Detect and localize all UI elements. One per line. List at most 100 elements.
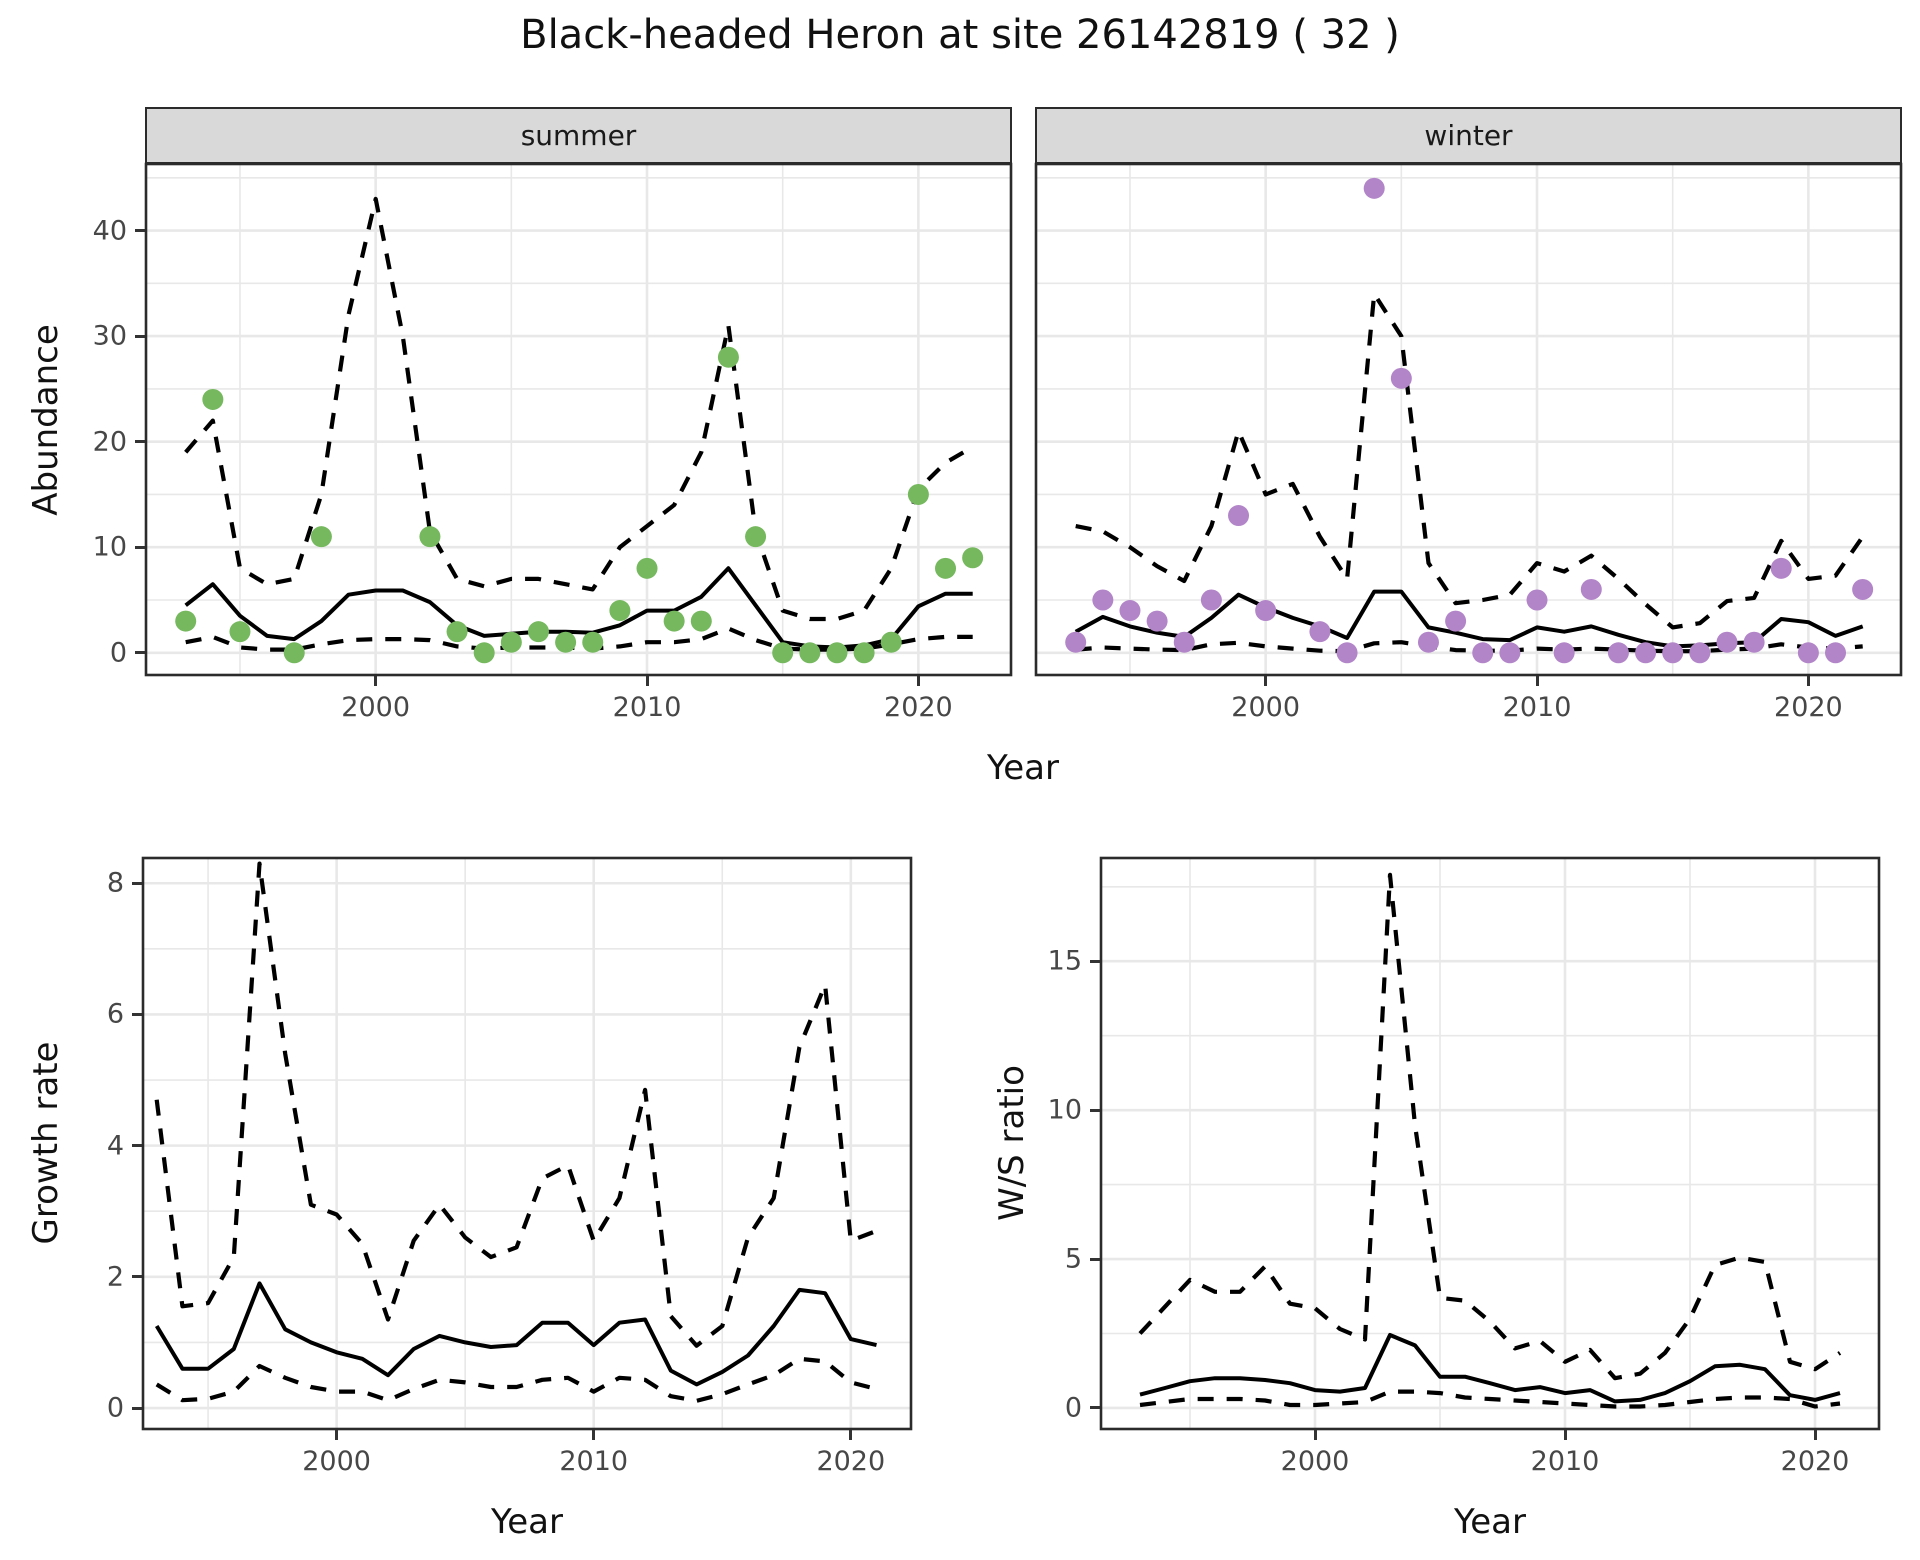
- y-tick-mark: [1090, 1406, 1100, 1410]
- x-tick-label: 2010: [612, 692, 682, 723]
- data-point-abundance-winter: [1445, 610, 1467, 632]
- y-tick-mark: [132, 1144, 142, 1148]
- lower-ci-line-growth-rate: [155, 1356, 878, 1403]
- y-tick-mark: [135, 651, 145, 655]
- x-tick-mark: [592, 1430, 596, 1440]
- lower-ci-line-abundance-winter: [1075, 640, 1863, 654]
- data-point-abundance-winter: [1580, 578, 1602, 600]
- data-point-abundance-winter: [1200, 589, 1222, 611]
- y-tick-label: 2: [106, 1261, 124, 1293]
- x-tick-mark: [374, 676, 378, 686]
- data-point-abundance-summer: [799, 642, 821, 664]
- y-tick-mark: [135, 334, 145, 338]
- y-tick-mark: [132, 881, 142, 885]
- y-tick-mark: [135, 545, 145, 549]
- x-tick-label: 2020: [1780, 1446, 1850, 1477]
- fit-line-ws-ratio: [1139, 1333, 1841, 1404]
- data-point-abundance-winter: [1228, 505, 1250, 527]
- data-point-abundance-summer: [473, 642, 495, 664]
- data-point-abundance-summer: [582, 631, 604, 653]
- ws-ratio-plot: [1099, 856, 1881, 1431]
- data-point-abundance-summer: [609, 600, 631, 622]
- x-tick-label: 2000: [302, 1446, 371, 1477]
- data-point-abundance-summer: [772, 642, 794, 664]
- facet-strip-summer: summer: [145, 107, 1012, 164]
- x-tick-label: 2010: [559, 1446, 629, 1477]
- x-tick-mark: [1264, 676, 1268, 686]
- x-axis-title-ws: Year: [1454, 1502, 1526, 1542]
- data-point-abundance-summer: [745, 526, 767, 548]
- x-axis-title-top: Year: [987, 748, 1059, 788]
- upper-ci-line-growth-rate: [154, 861, 878, 1348]
- y-tick-mark: [135, 440, 145, 444]
- y-tick-label: 30: [92, 320, 127, 352]
- data-point-abundance-summer: [555, 631, 577, 653]
- upper-ci-line-abundance-winter: [1075, 291, 1865, 630]
- data-point-abundance-winter: [1743, 631, 1765, 653]
- data-point-abundance-winter: [1309, 621, 1331, 643]
- fit-line-abundance-summer: [184, 566, 973, 650]
- chart-title: Black-headed Heron at site 26142819 ( 32…: [520, 12, 1400, 58]
- y-tick-label: 6: [106, 998, 124, 1030]
- x-tick-label: 2000: [1280, 1446, 1350, 1477]
- fit-line-growth-rate: [154, 1281, 877, 1387]
- data-point-abundance-summer: [446, 621, 468, 643]
- data-point-abundance-summer: [500, 631, 522, 653]
- y-tick-mark: [132, 1406, 142, 1410]
- data-point-abundance-winter: [1825, 642, 1847, 664]
- data-point-abundance-summer: [962, 547, 984, 569]
- data-point-abundance-summer: [935, 557, 957, 579]
- y-tick-label: 10: [1047, 1094, 1082, 1126]
- data-point-abundance-winter: [1635, 642, 1657, 664]
- data-point-abundance-summer: [175, 610, 197, 632]
- y-tick-label: 0: [1064, 1392, 1082, 1424]
- y-axis-title-ws-ratio: W/S ratio: [992, 1065, 1032, 1221]
- data-point-abundance-winter: [1526, 589, 1548, 611]
- data-point-abundance-winter: [1472, 642, 1494, 664]
- data-point-abundance-summer: [853, 642, 875, 664]
- data-point-abundance-summer: [310, 526, 332, 548]
- x-tick-label: 2000: [341, 692, 411, 723]
- panel-border: [144, 162, 1013, 677]
- x-tick-label: 2010: [1502, 692, 1572, 723]
- x-axis-title-growth: Year: [491, 1502, 563, 1542]
- panel-border: [1099, 856, 1881, 1431]
- data-point-abundance-summer: [663, 610, 685, 632]
- data-point-abundance-winter: [1173, 631, 1195, 653]
- facet-strip-winter: winter: [1035, 107, 1902, 164]
- data-point-abundance-winter: [1499, 642, 1521, 664]
- y-tick-label: 15: [1047, 945, 1082, 977]
- y-axis-title-abundance: Abundance: [26, 324, 66, 516]
- x-tick-mark: [1535, 676, 1539, 686]
- data-point-abundance-summer: [690, 610, 712, 632]
- y-tick-label: 20: [92, 426, 127, 458]
- upper-ci-line-abundance-summer: [184, 196, 974, 622]
- data-point-abundance-winter: [1119, 600, 1141, 622]
- facet-strip-winter-label: winter: [1424, 119, 1513, 152]
- y-tick-mark: [1090, 1108, 1100, 1112]
- lower-ci-line-ws-ratio: [1139, 1389, 1841, 1409]
- data-point-abundance-winter: [1607, 642, 1629, 664]
- y-tick-label: 40: [92, 215, 127, 247]
- x-tick-mark: [335, 1430, 339, 1440]
- data-point-abundance-summer: [527, 621, 549, 643]
- x-tick-mark: [1806, 676, 1810, 686]
- x-tick-label: 2020: [884, 692, 953, 723]
- data-point-abundance-summer: [907, 483, 929, 505]
- data-point-abundance-summer: [229, 621, 251, 643]
- growth-rate-plot: [141, 856, 913, 1431]
- x-tick-label: 2020: [1774, 692, 1843, 723]
- y-tick-mark: [135, 229, 145, 233]
- data-point-abundance-winter: [1255, 600, 1277, 622]
- x-tick-mark: [849, 1430, 853, 1440]
- y-tick-label: 10: [92, 531, 127, 563]
- data-point-abundance-winter: [1363, 177, 1385, 199]
- x-tick-mark: [1813, 1430, 1817, 1440]
- y-tick-mark: [132, 1012, 142, 1016]
- y-tick-label: 5: [1064, 1243, 1082, 1275]
- data-point-abundance-summer: [880, 631, 902, 653]
- data-point-abundance-winter: [1689, 642, 1711, 664]
- data-point-abundance-winter: [1146, 610, 1168, 632]
- data-point-abundance-summer: [283, 642, 305, 664]
- facet-strip-summer-label: summer: [520, 119, 637, 152]
